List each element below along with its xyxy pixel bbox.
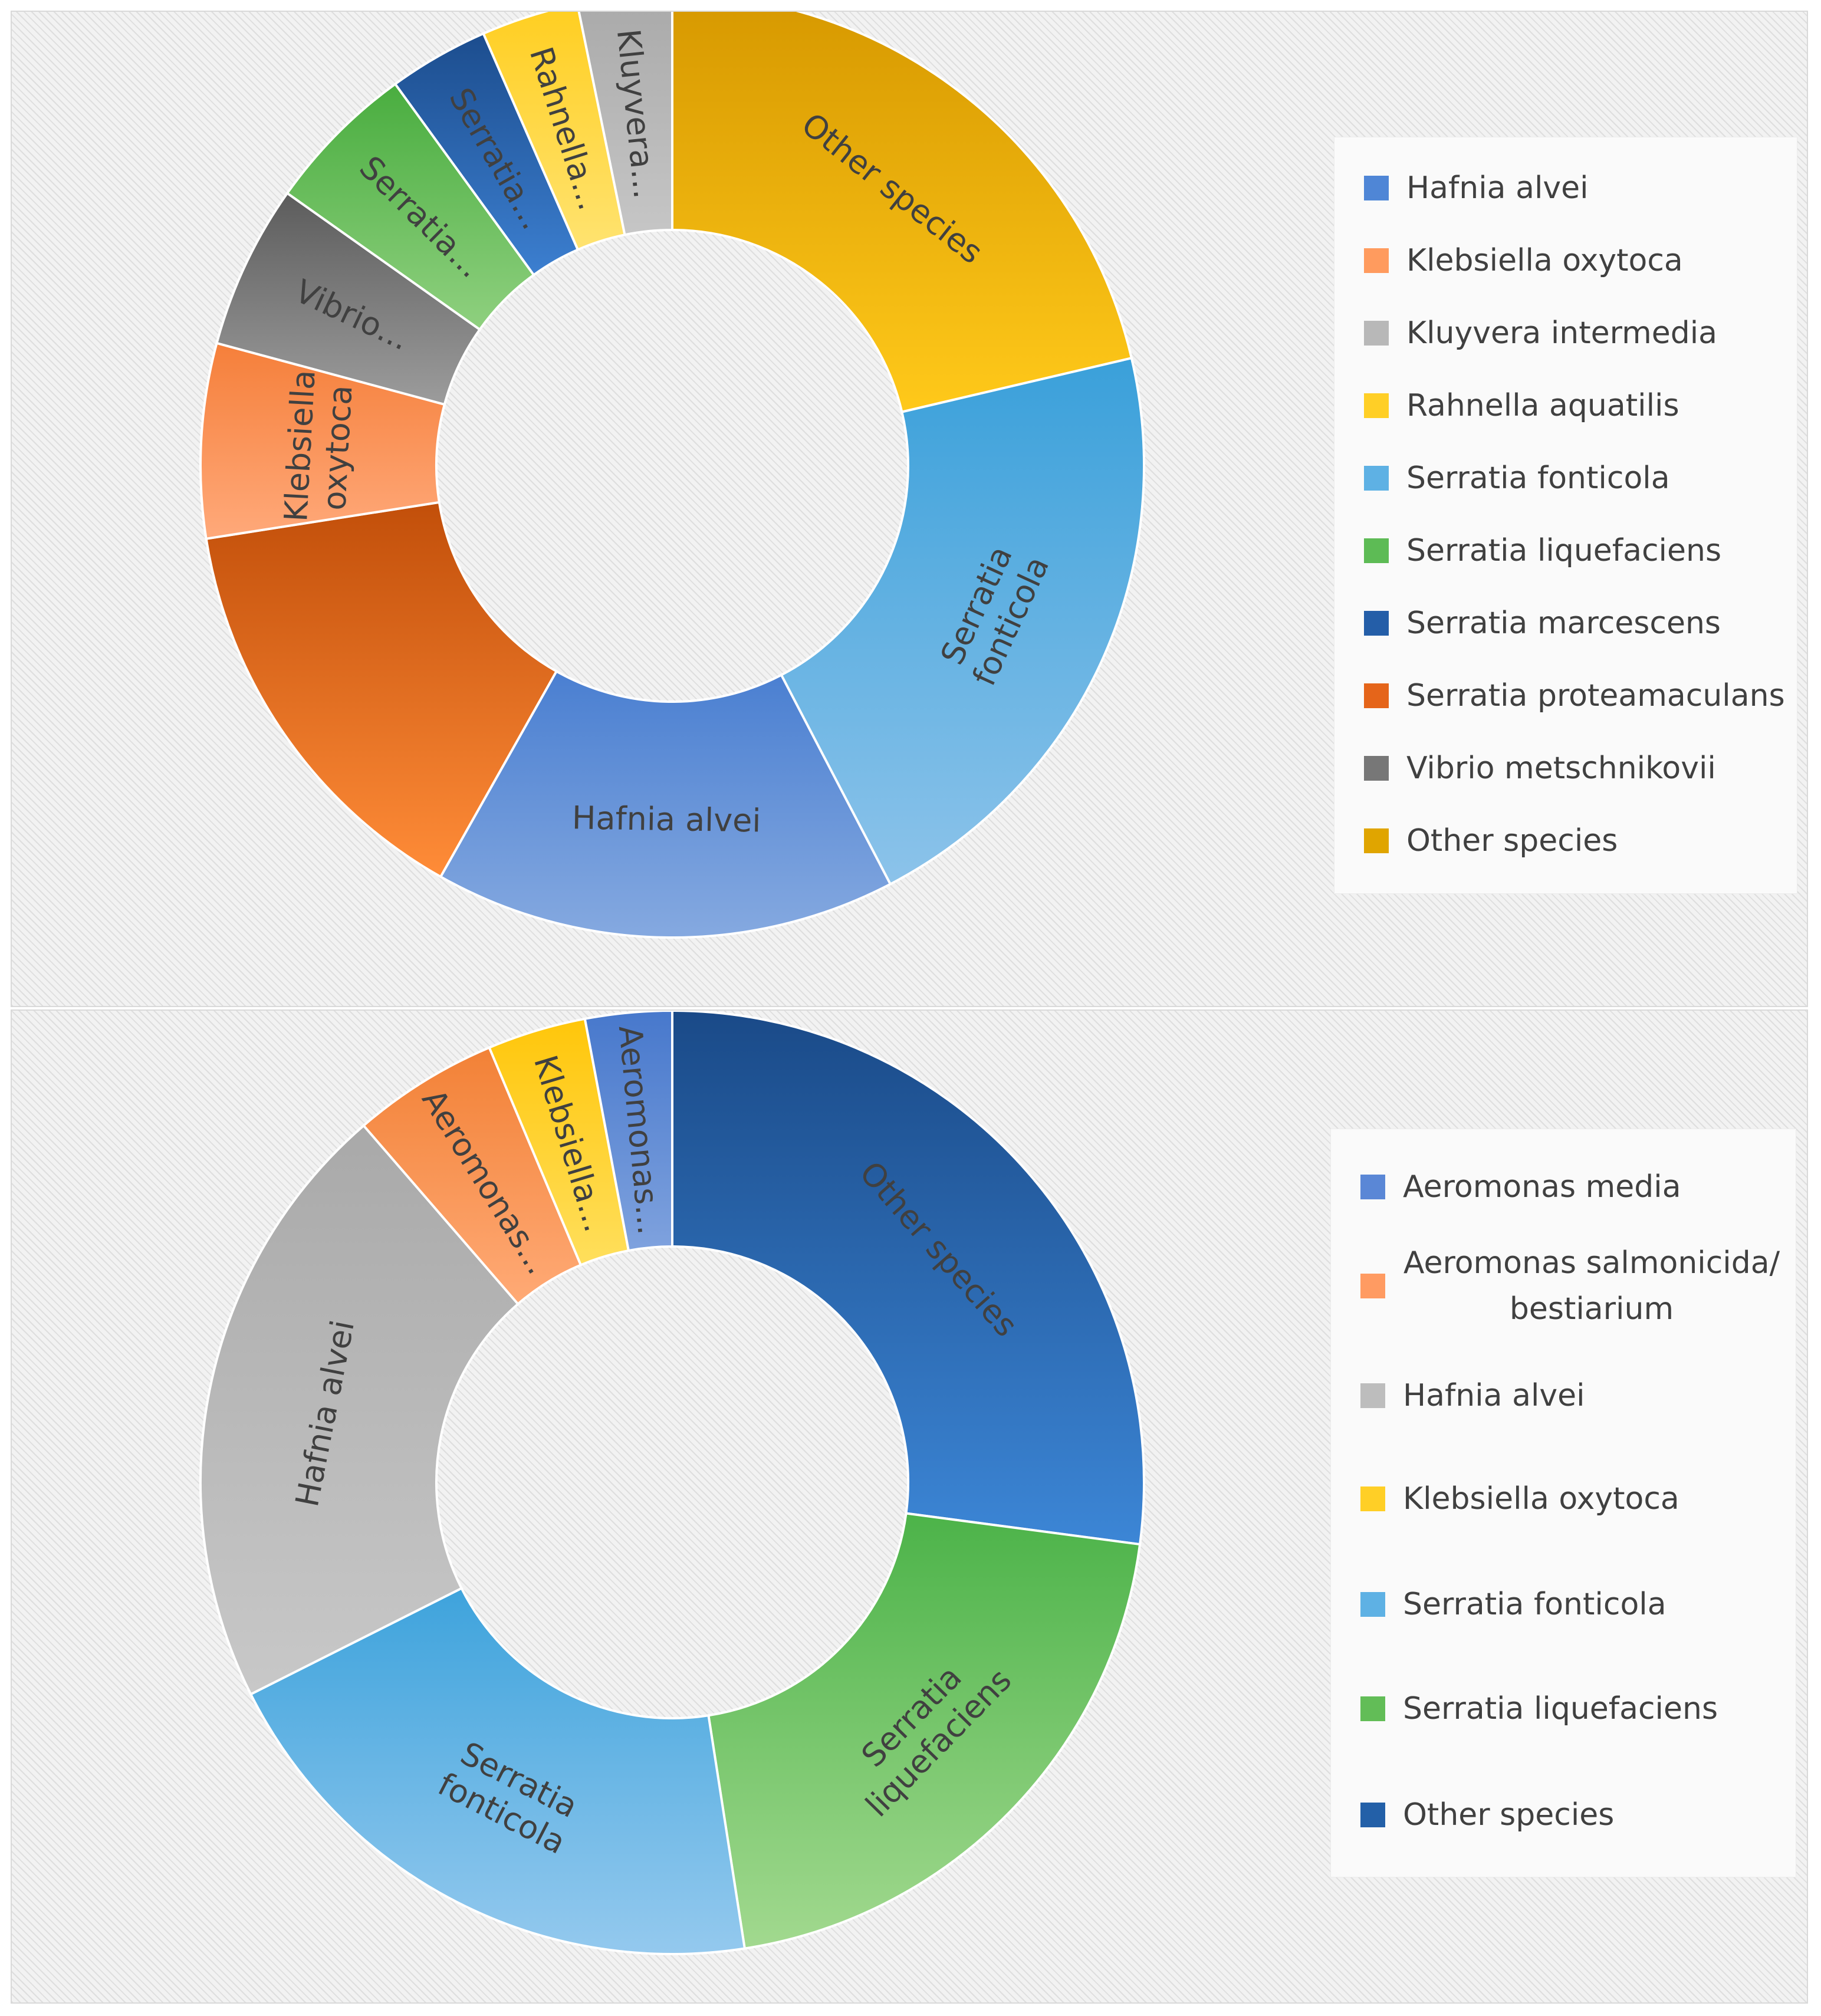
legend-2: Aeromonas media Aeromonas salmonicida/ b…: [1330, 1129, 1796, 1877]
legend-label: Serratia proteamaculans: [1406, 678, 1785, 713]
legend-label: Serratia fonticola: [1406, 461, 1670, 496]
slice-kluyvera-intermedia: [577, 12, 673, 236]
slice-other-species: [671, 1011, 1145, 1546]
slice-hafnia-alvei: [439, 669, 892, 939]
donut-chart-2: Other speciesSerratialiquefaciensSerrati…: [199, 1011, 1145, 1955]
slice-rahnella-aquatilis: [482, 12, 626, 252]
legend-item: Rahnella aquatilis: [1364, 388, 1679, 423]
legend-label: Other species: [1403, 1797, 1615, 1833]
legend-item: Klebsiella oxytoca: [1360, 1481, 1679, 1517]
legend-swatch: [1364, 828, 1389, 853]
legend-label: Hafnia alvei: [1406, 170, 1589, 206]
legend-label: Serratia marcescens: [1406, 606, 1721, 641]
legend-swatch: [1360, 1274, 1385, 1298]
slice-hafnia-alvei: [199, 1124, 520, 1696]
legend-swatch: [1364, 176, 1389, 200]
legend-swatch: [1360, 1383, 1385, 1408]
legend-swatch: [1364, 538, 1389, 563]
legend-item: Vibrio metschnikovii: [1364, 751, 1716, 786]
legend-item: Aeromonas salmonicida/ bestiarium: [1360, 1240, 1780, 1332]
legend-label: Serratia liquefaciens: [1403, 1691, 1718, 1726]
legend-label: Aeromonas media: [1403, 1169, 1681, 1205]
slice-label-klebsiella-oxytoca: Klebsiellaoxytoca: [277, 369, 360, 525]
slice-serratia-proteamaculans: [205, 501, 558, 879]
slice-aeromonas-media: [583, 1011, 673, 1252]
legend-swatch: [1360, 1592, 1385, 1617]
legend-swatch: [1364, 611, 1389, 636]
legend-label: Klebsiella oxytoca: [1406, 243, 1683, 278]
legend-swatch: [1360, 1803, 1385, 1827]
legend-swatch: [1364, 393, 1389, 418]
legend-item: Aeromonas media: [1360, 1169, 1681, 1205]
legend-label: Serratia liquefaciens: [1406, 533, 1722, 568]
legend-swatch: [1364, 248, 1389, 273]
legend-item: Serratia fonticola: [1364, 461, 1670, 496]
legend-label: Other species: [1406, 823, 1618, 859]
legend-label: Vibrio metschnikovii: [1406, 751, 1716, 786]
legend-item: Hafnia alvei: [1364, 170, 1589, 206]
legend-item: Klebsiella oxytoca: [1364, 243, 1683, 278]
legend-swatch: [1364, 683, 1389, 708]
slice-label-hafnia-alvei: Hafnia alvei: [571, 799, 761, 839]
legend-label: Serratia fonticola: [1403, 1587, 1666, 1622]
legend-item: Kluyvera intermedia: [1364, 315, 1717, 351]
slice-serratia-fonticola: [780, 356, 1145, 886]
legend-item: Other species: [1364, 823, 1618, 859]
legend-label: Hafnia alvei: [1403, 1378, 1585, 1413]
legend-swatch: [1360, 1486, 1385, 1511]
legend-swatch: [1364, 321, 1389, 346]
legend-label: Klebsiella oxytoca: [1403, 1481, 1679, 1517]
chart-panel-2: Other species Serratialiquefaciens Serrati…: [11, 1009, 1808, 2004]
legend-swatch: [1364, 756, 1389, 781]
slice-other-species: [671, 12, 1133, 414]
legend-swatch: [1360, 1696, 1385, 1721]
legend-label: Aeromonas salmonicida/ bestiarium: [1403, 1245, 1780, 1327]
legend-1: Hafnia alvei Klebsiella oxytoca Kluyvera…: [1334, 137, 1797, 894]
slice-serratia-fonticola: [249, 1586, 747, 1955]
legend-item: Serratia liquefaciens: [1360, 1691, 1718, 1726]
legend-item: Serratia fonticola: [1360, 1587, 1666, 1622]
legend-swatch: [1364, 466, 1389, 491]
legend-label: Kluyvera intermedia: [1406, 315, 1718, 351]
legend-label: Rahnella aquatilis: [1406, 388, 1679, 423]
legend-item: Serratia marcescens: [1364, 606, 1721, 641]
legend-item: Serratia proteamaculans: [1364, 678, 1785, 713]
legend-swatch: [1360, 1175, 1385, 1199]
chart-panel-1: Other species Serratiafonticola Hafnia alv…: [11, 11, 1808, 1007]
legend-item: Hafnia alvei: [1360, 1378, 1585, 1413]
legend-item: Other species: [1360, 1797, 1614, 1833]
slice-serratia-liquefaciens: [707, 1512, 1142, 1950]
legend-item: Serratia liquefaciens: [1364, 533, 1721, 568]
